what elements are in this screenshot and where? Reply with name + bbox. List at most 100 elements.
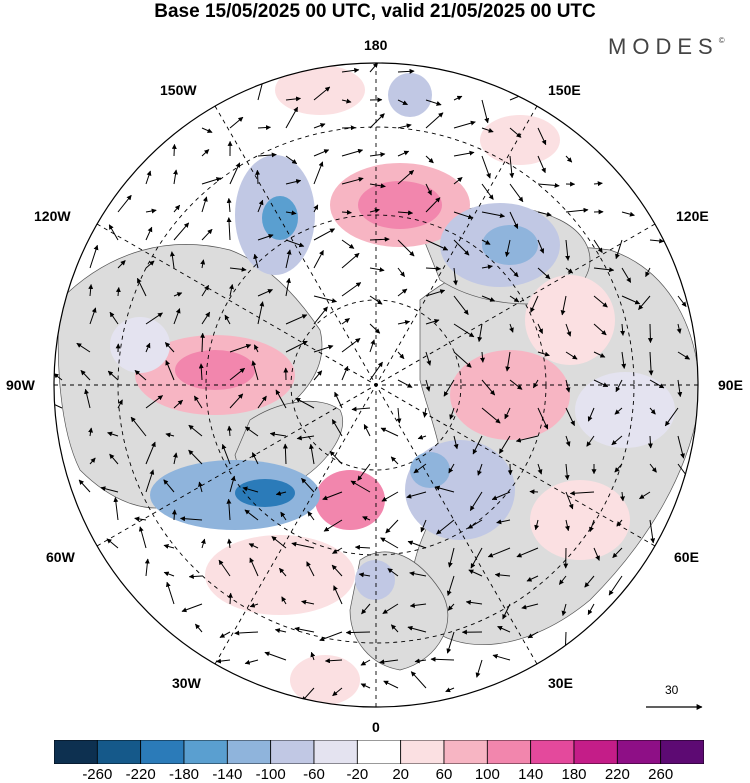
wind-arrow bbox=[425, 99, 442, 106]
wind-arrow bbox=[323, 519, 343, 532]
wind-arrow bbox=[453, 95, 463, 101]
wind-arrow bbox=[481, 239, 491, 245]
wind-arrow bbox=[620, 323, 626, 336]
colorbar-swatch bbox=[400, 740, 445, 764]
wind-arrow bbox=[565, 491, 574, 510]
wind-arrow bbox=[481, 379, 496, 396]
wind-arrow bbox=[397, 379, 413, 388]
wind-arrow bbox=[138, 526, 147, 549]
wind-arrow bbox=[565, 239, 571, 261]
wind-arrow bbox=[492, 654, 511, 661]
wind-arrow bbox=[502, 603, 511, 620]
wind-arrow bbox=[107, 431, 119, 437]
wind-arrow bbox=[491, 491, 511, 501]
wind-arrow bbox=[425, 183, 432, 196]
wind-arrow bbox=[611, 435, 623, 446]
wind-arrow bbox=[453, 177, 463, 185]
wind-arrow bbox=[369, 295, 383, 305]
wind-arrow bbox=[171, 509, 177, 521]
wind-arrow bbox=[341, 317, 350, 325]
wind-arrow bbox=[494, 572, 511, 578]
wind-arrow bbox=[565, 207, 589, 213]
wind-arrow bbox=[515, 435, 539, 443]
colorbar-swatch bbox=[54, 740, 98, 764]
wind-arrow bbox=[676, 323, 682, 334]
wind-arrow bbox=[434, 485, 455, 493]
wind-arrow bbox=[163, 479, 175, 493]
wind-arrow bbox=[169, 251, 175, 269]
wind-arrow bbox=[275, 389, 287, 409]
colorbar-swatch bbox=[313, 740, 358, 764]
wind-arrow bbox=[145, 312, 163, 325]
wind-arrow bbox=[134, 370, 147, 381]
wind-arrow bbox=[608, 575, 623, 596]
wind-arrow bbox=[648, 351, 654, 376]
wind-arrow bbox=[242, 486, 259, 493]
wind-arrow bbox=[645, 267, 651, 278]
wind-arrow bbox=[593, 181, 603, 187]
wind-arrow bbox=[165, 432, 175, 438]
wind-arrow bbox=[145, 395, 163, 409]
wind-arrow bbox=[465, 599, 483, 605]
wind-arrow bbox=[383, 680, 399, 689]
positive-anomaly bbox=[175, 350, 255, 390]
wind-arrow bbox=[257, 233, 274, 241]
wind-arrow bbox=[54, 373, 63, 381]
wind-arrow bbox=[453, 120, 476, 129]
wind-arrow bbox=[509, 183, 524, 203]
wind-arrow bbox=[201, 196, 208, 213]
wind-arrow bbox=[649, 463, 657, 473]
wind-arrow bbox=[647, 323, 653, 344]
lon-label-150e: 150E bbox=[548, 82, 581, 98]
wind-arrow bbox=[532, 379, 539, 389]
wind-arrow bbox=[616, 519, 623, 527]
wind-arrow bbox=[612, 547, 623, 559]
wind-arrow bbox=[313, 370, 323, 381]
wind-arrow bbox=[369, 208, 380, 214]
wind-arrow bbox=[407, 625, 427, 633]
wind-arrow bbox=[130, 416, 147, 437]
wind-arrow bbox=[173, 222, 190, 241]
wind-arrow bbox=[313, 123, 326, 129]
wind-arrow bbox=[382, 603, 399, 615]
wind-arrow bbox=[397, 239, 415, 257]
wind-arrow bbox=[677, 435, 685, 459]
wind-arrow bbox=[249, 602, 259, 608]
wind-arrow bbox=[229, 393, 244, 409]
lon-label-60e: 60E bbox=[674, 549, 699, 565]
wind-arrow bbox=[409, 571, 427, 577]
wind-arrow bbox=[537, 351, 550, 357]
wind-arrow bbox=[638, 295, 651, 310]
wind-arrow bbox=[587, 407, 595, 422]
wind-arrow bbox=[164, 342, 175, 353]
wind-arrow bbox=[89, 244, 99, 269]
positive-anomaly bbox=[290, 655, 360, 705]
wind-arrow bbox=[219, 631, 231, 638]
wind-arrow bbox=[369, 339, 376, 353]
wind-arrow bbox=[425, 379, 431, 392]
colorbar-swatch bbox=[96, 740, 142, 764]
wind-arrow bbox=[281, 596, 287, 605]
wind-arrow bbox=[108, 224, 119, 241]
wind-arrow bbox=[313, 204, 319, 213]
wind-arrow bbox=[470, 547, 483, 569]
wind-arrow bbox=[84, 388, 91, 409]
wind-arrow bbox=[397, 267, 405, 277]
colorbar-tick-label: -260 bbox=[82, 766, 113, 783]
wind-arrow bbox=[587, 603, 595, 616]
wind-arrow bbox=[358, 572, 371, 578]
brand-mark: © bbox=[718, 36, 725, 45]
wind-arrow bbox=[115, 287, 121, 297]
wind-arrow bbox=[354, 544, 371, 550]
wind-arrow bbox=[216, 658, 231, 664]
wind-arrow bbox=[565, 155, 573, 163]
wind-arrow bbox=[481, 127, 494, 133]
colorbar-swatch bbox=[530, 740, 575, 764]
wind-arrow bbox=[509, 379, 523, 390]
brand-text: MODES bbox=[608, 34, 719, 59]
wind-arrow bbox=[385, 519, 399, 534]
wind-arrow bbox=[453, 323, 475, 338]
wind-arrow bbox=[480, 351, 485, 363]
wind-arrow bbox=[271, 536, 287, 549]
wind-arrow bbox=[397, 320, 411, 325]
